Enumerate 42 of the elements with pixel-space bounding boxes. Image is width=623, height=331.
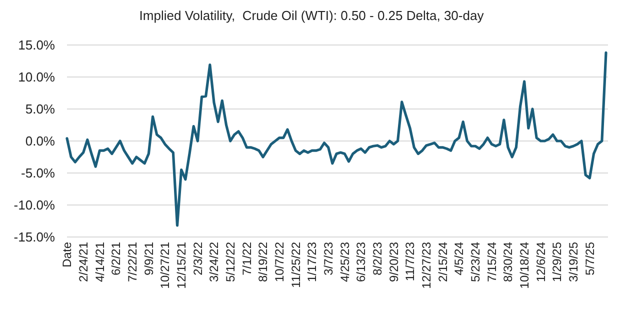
- x-tick-label: 1/17/23: [305, 242, 320, 282]
- x-tick-label: 2/15/24: [436, 242, 450, 282]
- x-tick-label: 12/15/21: [174, 242, 189, 289]
- x-tick-label: 10/27/21: [158, 242, 172, 289]
- line-series: [66, 51, 608, 227]
- x-tick-label: 2/3/22: [190, 242, 205, 276]
- x-tick-label: 7/1/22: [240, 242, 254, 276]
- x-tick-label: 8/2/23: [370, 242, 385, 276]
- x-tick-label: 12/27/23: [420, 242, 434, 289]
- x-tick-label: 8/19/22: [256, 242, 270, 282]
- x-tick-label: 3/24/22: [207, 242, 222, 282]
- y-tick-label: -10.0%: [14, 198, 56, 213]
- y-tick-label: 15.0%: [18, 38, 56, 53]
- x-tick-label: 4/5/24: [452, 242, 466, 276]
- x-tick-label: 12/6/24: [534, 242, 548, 282]
- x-tick-label: 4/14/21: [92, 242, 107, 282]
- y-tick-label: 0.0%: [25, 134, 56, 149]
- x-tick-label: 2/24/21: [76, 242, 91, 282]
- x-tick-label: 6/2/21: [109, 242, 124, 276]
- x-tick-label: 10/18/24: [518, 242, 532, 289]
- x-tick-label: 5/12/22: [224, 242, 238, 282]
- x-tick-label: 4/25/23: [338, 242, 352, 282]
- x-tick-label: 5/23/24: [468, 242, 483, 282]
- x-tick-label: 10/7/22: [272, 242, 287, 282]
- x-tick-label: 1/29/25: [550, 242, 564, 282]
- x-tick-label: 11/25/22: [288, 242, 303, 288]
- y-tick-label: 10.0%: [18, 70, 56, 85]
- x-tick-label: 9/20/23: [386, 242, 401, 282]
- chart-title: Implied Volatility, Crude Oil (WTI): 0.50 - 0.25 Delta, 30-day: [139, 8, 484, 23]
- x-tick-label: 6/13/23: [354, 242, 368, 282]
- x-tick-label: Date: [60, 242, 74, 268]
- x-tick-label: 11/7/23: [403, 242, 418, 282]
- x-tick-label: 9/9/21: [142, 242, 156, 276]
- y-tick-label: -5.0%: [21, 166, 56, 181]
- x-tick-label: 7/15/24: [484, 242, 499, 282]
- y-tick-label: 5.0%: [25, 102, 56, 117]
- x-tick-label: 7/22/21: [126, 242, 140, 282]
- x-tick-label: 3/19/25: [566, 242, 581, 282]
- y-tick-label: -15.0%: [14, 230, 56, 245]
- x-tick-label: 3/7/23: [322, 242, 336, 276]
- x-tick-label: 8/30/24: [501, 242, 516, 282]
- x-tick-label: 5/7/25: [582, 242, 597, 276]
